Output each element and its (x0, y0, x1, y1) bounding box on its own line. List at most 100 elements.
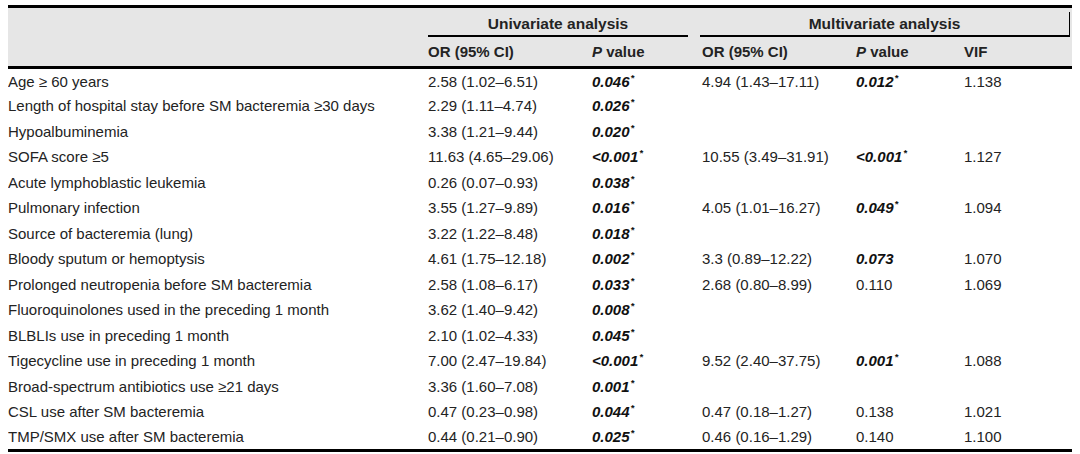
vif-cell (956, 221, 1072, 247)
table-row: Broad-spectrum antibiotics use ≥21 days3… (8, 374, 1072, 400)
vif-cell: 1.094 (956, 195, 1072, 221)
univariate-pvalue-cell: <0.001* (584, 348, 692, 374)
variable-cell: TMP/SMX use after SM bacteremia (8, 425, 420, 451)
table-row: Length of hospital stay before SM bacter… (8, 93, 1072, 119)
vif-cell (956, 119, 1072, 145)
multivariate-analysis-header: Multivariate analysis (700, 12, 1070, 37)
multivariate-pvalue-cell: 0.073 (848, 246, 956, 272)
univariate-pvalue-cell: 0.044* (584, 399, 692, 425)
univariate-or-cell: 0.47 (0.23–0.98) (420, 399, 584, 425)
univariate-pvalue-cell: 0.045* (584, 323, 692, 349)
univariate-or-cell: 2.29 (1.11–4.74) (420, 93, 584, 119)
table-row: CSL use after SM bacteremia0.47 (0.23–0.… (8, 399, 1072, 425)
univariate-or-cell: 3.55 (1.27–9.89) (420, 195, 584, 221)
univariate-or-cell: 3.36 (1.60–7.08) (420, 374, 584, 400)
variable-cell: Prolonged neutropenia before SM bacterem… (8, 272, 420, 298)
group-header-row: Univariate analysis Multivariate analysi… (8, 7, 1072, 38)
univariate-or-cell: 4.61 (1.75–12.18) (420, 246, 584, 272)
vif-cell: 1.100 (956, 425, 1072, 451)
multivariate-pvalue-cell (848, 297, 956, 323)
vif-cell (956, 297, 1072, 323)
variable-cell: Source of bacteremia (lung) (8, 221, 420, 247)
table-row: Age ≥ 60 years2.58 (1.02–6.51)0.046*4.94… (8, 68, 1072, 94)
vif-cell (956, 323, 1072, 349)
results-table: Univariate analysis Multivariate analysi… (8, 5, 1072, 452)
variable-cell: Age ≥ 60 years (8, 68, 420, 94)
univariate-pvalue-cell: 0.025* (584, 425, 692, 451)
table-row: Acute lymphoblastic leukemia0.26 (0.07–0… (8, 170, 1072, 196)
multivariate-or-cell: 4.94 (1.43–17.11) (692, 68, 848, 94)
multivariate-group-header-cell: Multivariate analysis (692, 7, 1072, 38)
vif-header: VIF (956, 37, 1072, 68)
multivariate-or-cell: 10.55 (3.49–31.91) (692, 144, 848, 170)
multivariate-pvalue-header: P value (848, 37, 956, 68)
univariate-or-cell: 3.38 (1.21–9.44) (420, 119, 584, 145)
multivariate-pvalue-cell: 0.001* (848, 348, 956, 374)
variable-cell: Broad-spectrum antibiotics use ≥21 days (8, 374, 420, 400)
table-row: Pulmonary infection3.55 (1.27–9.89)0.016… (8, 195, 1072, 221)
multivariate-or-cell: 2.68 (0.80–8.99) (692, 272, 848, 298)
multivariate-or-cell (692, 119, 848, 145)
univariate-or-cell: 0.26 (0.07–0.93) (420, 170, 584, 196)
univariate-pvalue-cell: 0.020* (584, 119, 692, 145)
univariate-or-cell: 7.00 (2.47–19.84) (420, 348, 584, 374)
univariate-or-cell: 2.58 (1.02–6.51) (420, 68, 584, 94)
table-row: BLBLIs use in preceding 1 month2.10 (1.0… (8, 323, 1072, 349)
vif-cell: 1.088 (956, 348, 1072, 374)
variable-cell: Pulmonary infection (8, 195, 420, 221)
table-row: Fluoroquinolones used in the preceding 1… (8, 297, 1072, 323)
variable-cell: Acute lymphoblastic leukemia (8, 170, 420, 196)
multivariate-pvalue-cell: 0.140 (848, 425, 956, 451)
univariate-pvalue-cell: 0.038* (584, 170, 692, 196)
multivariate-or-header: OR (95% CI) (692, 37, 848, 68)
multivariate-or-cell: 0.47 (0.18–1.27) (692, 399, 848, 425)
results-table-body: Age ≥ 60 years2.58 (1.02–6.51)0.046*4.94… (8, 68, 1072, 451)
vif-cell (956, 93, 1072, 119)
univariate-pvalue-cell: 0.046* (584, 68, 692, 94)
univariate-pvalue-cell: <0.001* (584, 144, 692, 170)
multivariate-or-cell (692, 221, 848, 247)
table-row: Tigecycline use in preceding 1 month7.00… (8, 348, 1072, 374)
table-row: TMP/SMX use after SM bacteremia0.44 (0.2… (8, 425, 1072, 451)
univariate-or-cell: 2.10 (1.02–4.33) (420, 323, 584, 349)
multivariate-or-cell (692, 374, 848, 400)
vif-cell: 1.127 (956, 144, 1072, 170)
vif-cell: 1.070 (956, 246, 1072, 272)
multivariate-pvalue-cell (848, 374, 956, 400)
univariate-pvalue-cell: 0.008* (584, 297, 692, 323)
variable-cell: Hypoalbuminemia (8, 119, 420, 145)
univariate-or-cell: 2.58 (1.08–6.17) (420, 272, 584, 298)
univariate-or-cell: 11.63 (4.65–29.06) (420, 144, 584, 170)
univariate-group-header-cell: Univariate analysis (420, 7, 692, 38)
univariate-pvalue-cell: 0.016* (584, 195, 692, 221)
table-row: Prolonged neutropenia before SM bacterem… (8, 272, 1072, 298)
multivariate-pvalue-cell (848, 221, 956, 247)
variable-cell: BLBLIs use in preceding 1 month (8, 323, 420, 349)
multivariate-or-cell: 3.3 (0.89–12.22) (692, 246, 848, 272)
vif-cell (956, 374, 1072, 400)
multivariate-or-cell: 4.05 (1.01–16.27) (692, 195, 848, 221)
variable-cell: SOFA score ≥5 (8, 144, 420, 170)
multivariate-or-cell: 0.46 (0.16–1.29) (692, 425, 848, 451)
variable-cell: Bloody sputum or hemoptysis (8, 246, 420, 272)
univariate-pvalue-cell: 0.002* (584, 246, 692, 272)
multivariate-or-cell (692, 297, 848, 323)
multivariate-pvalue-cell: 0.049* (848, 195, 956, 221)
univariate-or-header: OR (95% CI) (420, 37, 584, 68)
variable-cell: Fluoroquinolones used in the preceding 1… (8, 297, 420, 323)
results-table-container: Univariate analysis Multivariate analysi… (0, 0, 1080, 454)
multivariate-pvalue-cell (848, 170, 956, 196)
table-row: Bloody sputum or hemoptysis4.61 (1.75–12… (8, 246, 1072, 272)
multivariate-pvalue-cell: <0.001* (848, 144, 956, 170)
univariate-or-cell: 0.44 (0.21–0.90) (420, 425, 584, 451)
univariate-pvalue-cell: 0.001* (584, 374, 692, 400)
table-header: Univariate analysis Multivariate analysi… (8, 7, 1072, 68)
univariate-analysis-header: Univariate analysis (428, 12, 688, 37)
multivariate-or-cell (692, 323, 848, 349)
univariate-pvalue-cell: 0.033* (584, 272, 692, 298)
multivariate-or-cell (692, 93, 848, 119)
univariate-pvalue-header: P value (584, 37, 692, 68)
table-row: Source of bacteremia (lung)3.22 (1.22–8.… (8, 221, 1072, 247)
multivariate-pvalue-cell (848, 119, 956, 145)
variable-column-header (8, 37, 420, 68)
